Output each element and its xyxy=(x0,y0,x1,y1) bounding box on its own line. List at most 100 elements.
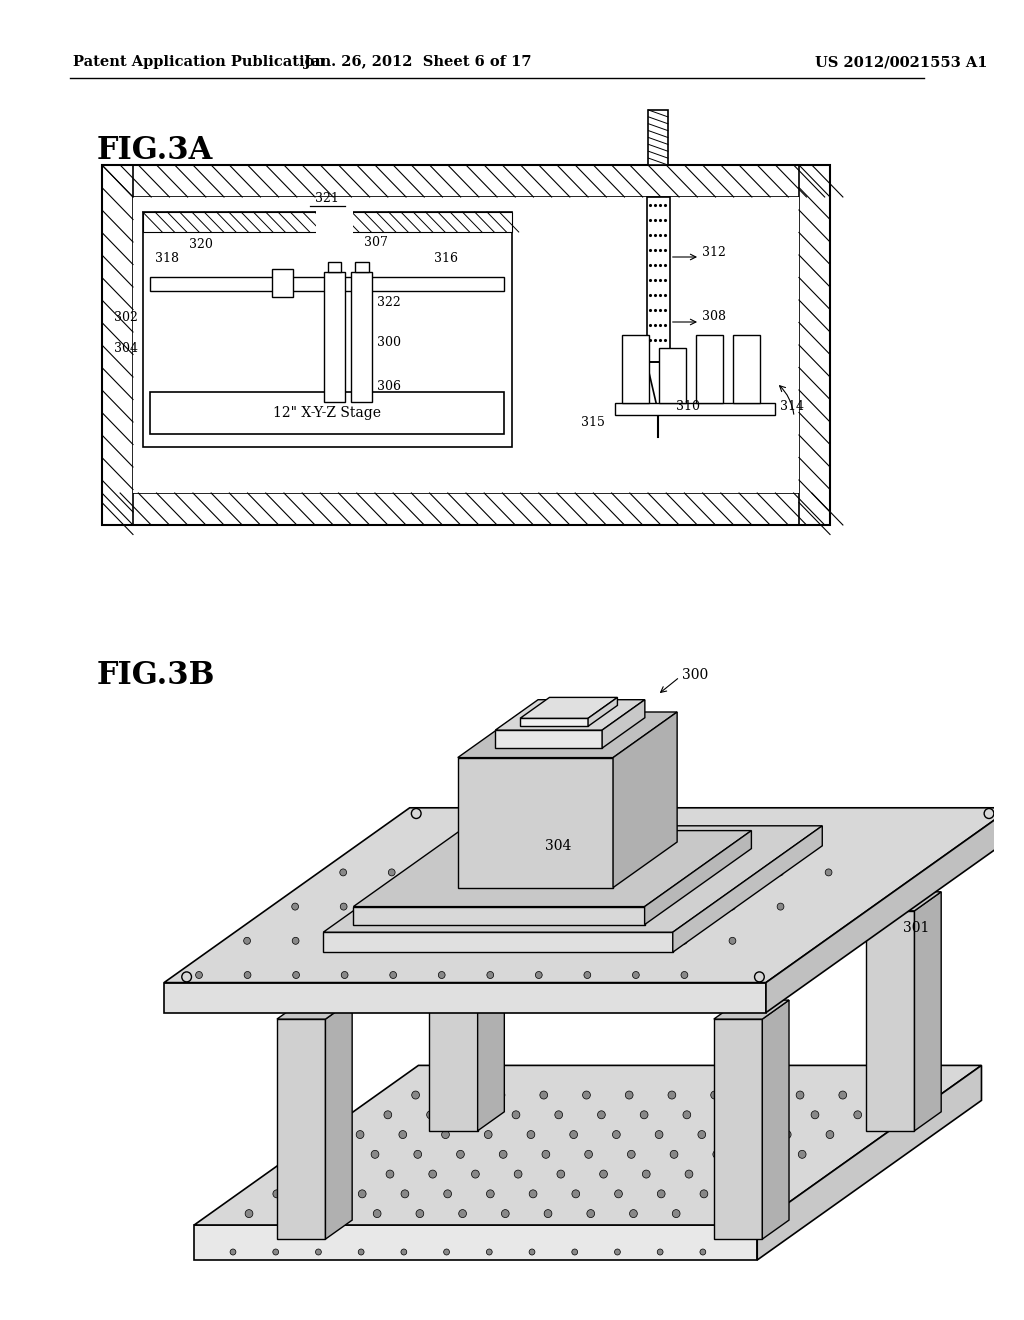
Circle shape xyxy=(540,1092,548,1100)
Circle shape xyxy=(587,1209,595,1217)
Circle shape xyxy=(776,869,783,876)
Polygon shape xyxy=(477,892,505,1131)
Polygon shape xyxy=(458,711,677,758)
Circle shape xyxy=(443,1249,450,1255)
Circle shape xyxy=(471,1170,479,1177)
Circle shape xyxy=(329,1150,336,1159)
Text: 12" X-Y-Z Stage: 12" X-Y-Z Stage xyxy=(273,407,381,420)
Polygon shape xyxy=(766,808,1012,1012)
Text: Patent Application Publication: Patent Application Publication xyxy=(73,55,325,69)
Circle shape xyxy=(698,1130,706,1139)
Polygon shape xyxy=(458,758,613,887)
Bar xyxy=(324,272,345,403)
Circle shape xyxy=(555,1111,562,1119)
Text: 316: 316 xyxy=(434,252,458,265)
Circle shape xyxy=(680,869,686,876)
Polygon shape xyxy=(195,1065,981,1225)
Circle shape xyxy=(512,1111,520,1119)
Circle shape xyxy=(583,1092,591,1100)
Circle shape xyxy=(399,1130,407,1139)
Circle shape xyxy=(740,1130,749,1139)
Circle shape xyxy=(535,937,542,944)
Circle shape xyxy=(437,869,443,876)
Bar xyxy=(698,366,721,403)
Circle shape xyxy=(700,1189,708,1197)
Polygon shape xyxy=(588,697,617,726)
Polygon shape xyxy=(164,982,766,1012)
Circle shape xyxy=(371,1150,379,1159)
Circle shape xyxy=(416,1209,424,1217)
Circle shape xyxy=(571,1189,580,1197)
Bar xyxy=(151,392,504,434)
Circle shape xyxy=(534,869,541,876)
Circle shape xyxy=(486,972,494,978)
Circle shape xyxy=(657,1189,666,1197)
Circle shape xyxy=(315,1249,322,1255)
Circle shape xyxy=(401,1249,407,1255)
Polygon shape xyxy=(496,730,602,748)
Circle shape xyxy=(497,1092,505,1100)
Circle shape xyxy=(756,1150,763,1159)
Polygon shape xyxy=(324,826,822,932)
Circle shape xyxy=(754,1092,761,1100)
Bar xyxy=(102,165,830,197)
Circle shape xyxy=(272,1249,279,1255)
Circle shape xyxy=(389,937,396,944)
Circle shape xyxy=(742,1189,751,1197)
Circle shape xyxy=(728,869,735,876)
Circle shape xyxy=(569,1130,578,1139)
Circle shape xyxy=(292,937,299,944)
Circle shape xyxy=(412,1092,420,1100)
Circle shape xyxy=(630,1209,637,1217)
Text: 304: 304 xyxy=(114,342,138,355)
Circle shape xyxy=(585,1150,593,1159)
Polygon shape xyxy=(613,711,677,887)
Circle shape xyxy=(293,972,299,978)
Circle shape xyxy=(668,1092,676,1100)
Circle shape xyxy=(427,1111,434,1119)
Bar xyxy=(625,366,647,403)
Polygon shape xyxy=(602,700,645,748)
Text: 300: 300 xyxy=(377,335,401,348)
Polygon shape xyxy=(276,1001,352,1019)
Circle shape xyxy=(502,1209,509,1217)
Polygon shape xyxy=(353,830,752,907)
Circle shape xyxy=(673,1209,680,1217)
Circle shape xyxy=(825,869,831,876)
Circle shape xyxy=(484,1130,493,1139)
Text: 307: 307 xyxy=(364,235,387,248)
Circle shape xyxy=(799,1150,806,1159)
Circle shape xyxy=(854,1111,861,1119)
Circle shape xyxy=(729,903,735,909)
Text: 321: 321 xyxy=(315,191,339,205)
Circle shape xyxy=(839,1092,847,1100)
Polygon shape xyxy=(164,808,1012,982)
Text: FIG.3A: FIG.3A xyxy=(97,135,213,166)
Bar xyxy=(133,197,799,492)
Circle shape xyxy=(529,1189,537,1197)
Circle shape xyxy=(486,937,494,944)
Circle shape xyxy=(429,1170,436,1177)
Polygon shape xyxy=(645,830,752,924)
Circle shape xyxy=(390,972,396,978)
Bar xyxy=(142,213,512,447)
Polygon shape xyxy=(429,911,477,1131)
Bar xyxy=(142,213,512,232)
Circle shape xyxy=(628,1150,635,1159)
Circle shape xyxy=(642,1170,650,1177)
Circle shape xyxy=(796,1092,804,1100)
Circle shape xyxy=(783,1130,792,1139)
Circle shape xyxy=(514,1170,522,1177)
Circle shape xyxy=(437,903,444,909)
Polygon shape xyxy=(866,911,914,1131)
Circle shape xyxy=(632,903,638,909)
Bar xyxy=(316,210,353,234)
Circle shape xyxy=(245,1209,253,1217)
Circle shape xyxy=(384,1111,392,1119)
Circle shape xyxy=(485,903,493,909)
Text: 322: 322 xyxy=(377,296,401,309)
Text: 314: 314 xyxy=(779,400,804,413)
Circle shape xyxy=(343,1170,351,1177)
Circle shape xyxy=(700,1249,706,1255)
Circle shape xyxy=(486,1249,493,1255)
